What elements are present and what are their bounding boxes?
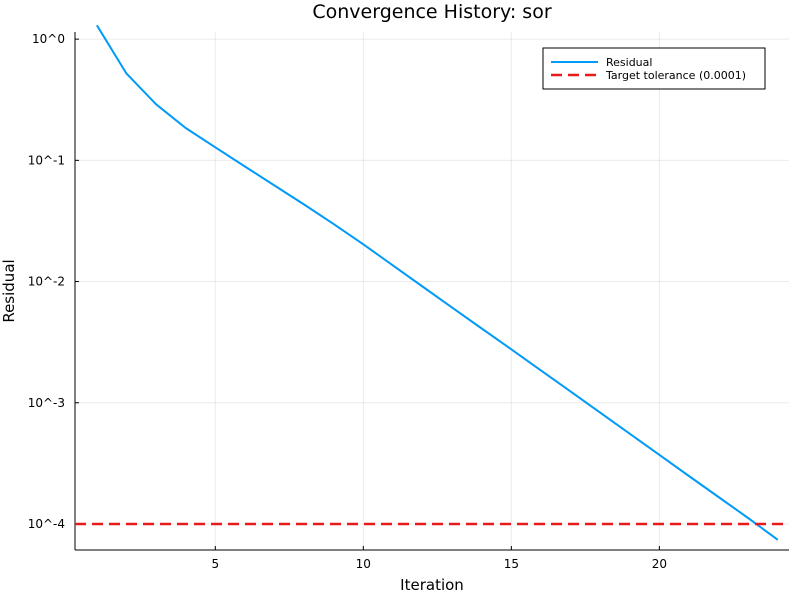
y-tick-label: 10^-2 xyxy=(28,275,65,289)
legend-label: Residual xyxy=(606,56,652,69)
x-tick-label: 20 xyxy=(652,557,667,571)
y-tick-label: 10^-3 xyxy=(28,396,65,410)
residual-line xyxy=(96,24,779,541)
y-tick-label: 10^-4 xyxy=(28,517,65,531)
legend-label: Target tolerance (0.0001) xyxy=(605,69,746,82)
legend-box xyxy=(542,47,766,90)
x-axis-label: Iteration xyxy=(400,576,464,594)
x-tick-label: 10 xyxy=(356,557,371,571)
y-tick-label: 10^-1 xyxy=(28,153,65,167)
y-axis-label: Residual xyxy=(0,259,18,322)
tick-labels: 5 10 15 20 10^0 10^-1 10^-2 10^-3 10^-4 xyxy=(28,32,667,571)
chart-title: Convergence History: sor xyxy=(312,1,551,23)
x-tick-label: 5 xyxy=(211,557,219,571)
x-tick-label: 15 xyxy=(504,557,519,571)
plot-area xyxy=(75,24,789,541)
y-tick-label: 10^0 xyxy=(32,32,65,46)
axes xyxy=(74,32,789,551)
